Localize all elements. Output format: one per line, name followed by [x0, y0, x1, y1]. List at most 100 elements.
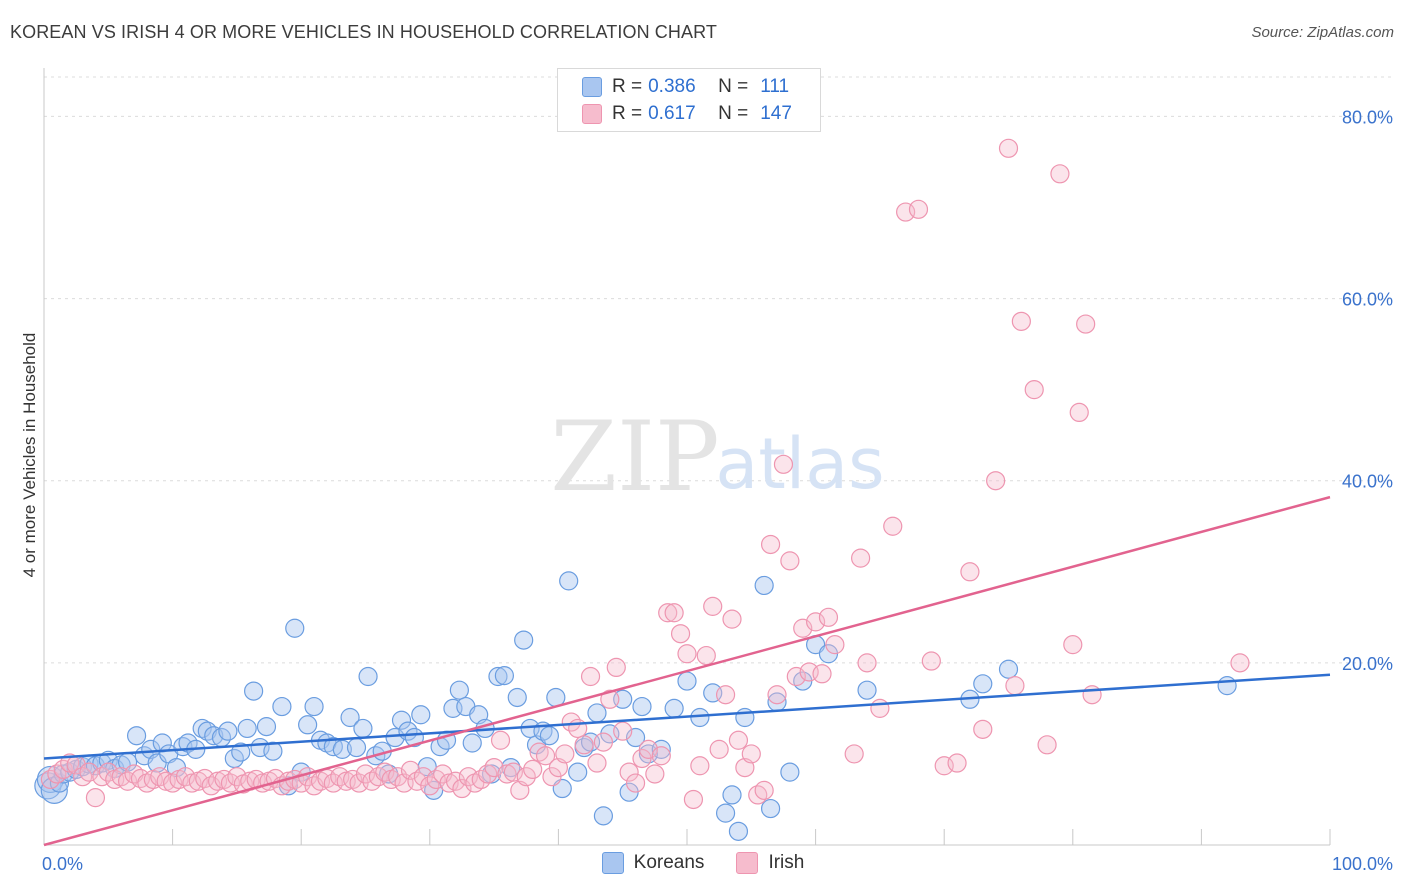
- series-legend: Koreans Irish: [0, 852, 1406, 874]
- korean-point: [494, 666, 514, 686]
- koreans-legend-swatch: [601, 852, 624, 874]
- irish-point: [715, 685, 736, 705]
- korean-point: [263, 741, 283, 761]
- irish-point: [445, 771, 466, 791]
- irish-point: [690, 756, 710, 776]
- koreans-swatch: [582, 77, 602, 97]
- irish-point: [870, 698, 890, 718]
- irish-points: [40, 138, 1250, 810]
- legend-r-label: R =: [612, 103, 643, 124]
- irish-point: [600, 689, 620, 709]
- irish-swatch: [582, 104, 602, 124]
- koreans-points: [34, 571, 1237, 841]
- korean-point: [587, 703, 607, 723]
- korean-point: [332, 739, 352, 759]
- irish-point: [883, 516, 903, 536]
- korean-point: [780, 762, 800, 782]
- korean-point: [715, 803, 736, 823]
- korean-point: [346, 737, 367, 758]
- korean-point: [728, 821, 749, 841]
- irish-point: [973, 719, 993, 739]
- korean-point: [391, 710, 412, 730]
- y-tick-label: 80.0%: [1342, 107, 1393, 127]
- source-label: Source: ZipAtlas.com: [1251, 24, 1394, 41]
- x-tick-label: 100.0%: [1332, 854, 1393, 874]
- irish-point: [587, 753, 607, 773]
- irish-point: [998, 138, 1019, 158]
- korean-point: [998, 659, 1019, 679]
- korean-point: [231, 742, 251, 762]
- y-tick-label: 60.0%: [1342, 290, 1393, 310]
- irish-point: [516, 767, 536, 787]
- irish-point: [497, 764, 517, 784]
- irish-point: [574, 735, 594, 755]
- irish-point: [1230, 653, 1250, 673]
- legend-r-label: R =: [612, 76, 643, 97]
- irish-point: [613, 721, 633, 741]
- irish-point: [651, 746, 671, 766]
- korean-point: [722, 785, 742, 805]
- irish-point: [98, 762, 118, 782]
- irish-point: [658, 603, 678, 623]
- legend-row-irish: R = 0.617 N = 147: [582, 101, 792, 127]
- irish-point: [1037, 735, 1057, 755]
- korean-point: [178, 733, 198, 753]
- irish-point: [60, 753, 80, 773]
- korean-point: [857, 680, 877, 700]
- irish-point: [722, 609, 742, 629]
- korean-point: [559, 571, 579, 591]
- irish-point: [857, 653, 877, 673]
- trend-lines: [43, 495, 1331, 847]
- irish-point: [490, 730, 511, 750]
- irish-point: [1069, 402, 1089, 423]
- irish-point: [703, 596, 723, 616]
- watermark-atlas: atlas: [715, 423, 884, 505]
- legend-n-value: 111: [760, 76, 790, 97]
- irish-point: [85, 788, 106, 808]
- irish-point: [780, 551, 800, 571]
- axes: [43, 68, 1331, 846]
- korean-point: [218, 721, 238, 741]
- korean-point: [507, 687, 527, 708]
- koreans-trend-line: [43, 673, 1331, 760]
- legend-item-koreans[interactable]: Koreans: [601, 852, 704, 874]
- irish-legend-swatch: [736, 852, 759, 874]
- irish-trend-line: [43, 495, 1331, 847]
- korean-point: [304, 696, 324, 717]
- irish-point: [375, 762, 395, 782]
- irish-point: [1063, 635, 1083, 655]
- legend-r-value: 0.617: [648, 103, 696, 124]
- irish-point: [908, 199, 929, 219]
- korean-point: [973, 674, 993, 694]
- irish-point: [986, 471, 1006, 491]
- irish-point: [670, 624, 691, 644]
- chart-title: KOREAN VS IRISH 4 OR MORE VEHICLES IN HO…: [10, 22, 717, 42]
- korean-point: [462, 733, 482, 753]
- irish-point: [921, 651, 941, 671]
- legend-n-label: N =: [718, 76, 749, 97]
- tick-labels: 20.0% 40.0% 60.0% 80.0% 0.0% 100.0%: [42, 107, 1393, 874]
- irish-point: [535, 746, 556, 766]
- korean-point: [192, 718, 212, 739]
- legend-n-value: 147: [760, 103, 792, 124]
- legend-row-koreans: R = 0.386 N = 111: [582, 74, 789, 100]
- irish-point: [555, 744, 575, 764]
- korean-point: [677, 671, 697, 691]
- irish-point: [960, 562, 980, 582]
- irish-point: [503, 762, 523, 782]
- irish-point: [786, 666, 806, 687]
- irish-legend-label: Irish: [768, 852, 805, 873]
- watermark-zip: ZIP: [550, 401, 719, 513]
- irish-point: [818, 607, 839, 627]
- irish-point: [1005, 676, 1025, 696]
- korean-point: [632, 696, 652, 717]
- irish-point: [773, 454, 794, 474]
- x-tick-label: 0.0%: [42, 854, 83, 874]
- korean-point: [514, 630, 534, 650]
- legend-item-irish[interactable]: Irish: [736, 852, 804, 874]
- irish-point: [529, 742, 549, 762]
- irish-point: [825, 635, 845, 655]
- irish-point: [812, 664, 832, 684]
- irish-point: [947, 753, 967, 773]
